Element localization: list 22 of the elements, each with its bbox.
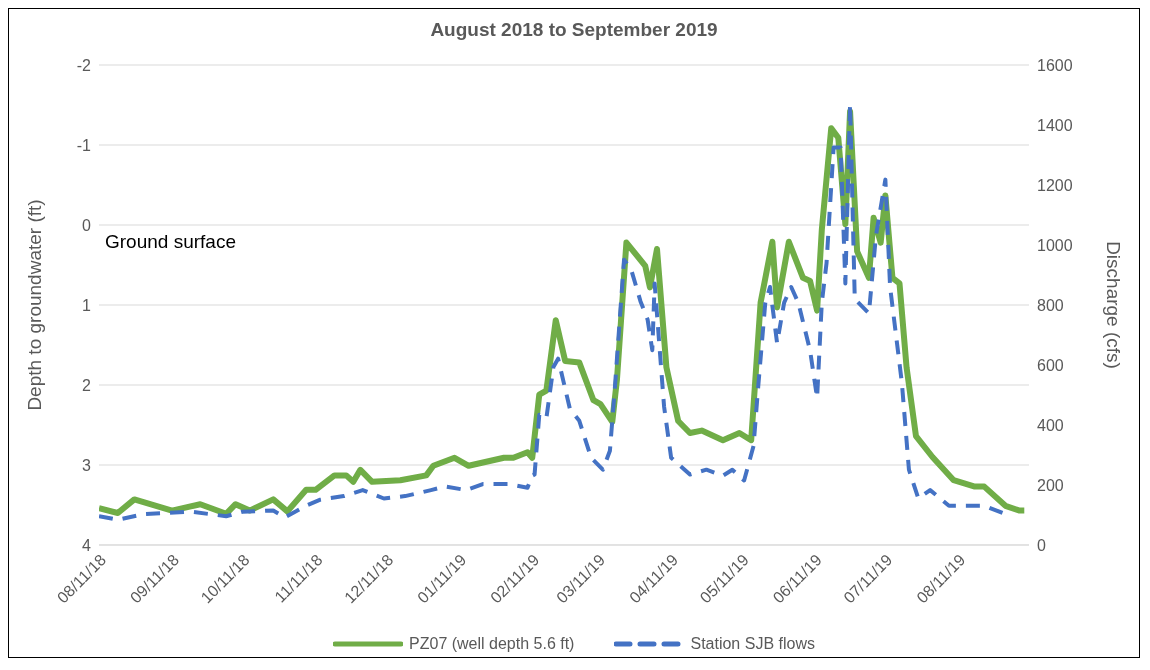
y-tick-label: 3	[82, 456, 92, 474]
legend-label: PZ07 (well depth 5.6 ft)	[409, 635, 575, 653]
y-tick-label: 2	[82, 376, 92, 394]
y2-tick-label: 400	[1037, 416, 1064, 434]
y2-tick-label: 200	[1037, 476, 1064, 494]
chart-title: August 2018 to September 2019	[429, 19, 719, 42]
y-tick-label: 4	[82, 536, 92, 554]
y2-tick-label: 1200	[1037, 176, 1073, 194]
y2-tick-label: 1000	[1037, 236, 1073, 254]
y-tick-label: -1	[76, 136, 92, 154]
y2-axis-title: Discharge (cfs)	[1103, 241, 1125, 369]
annotation: Ground surface	[105, 231, 236, 253]
y-tick-label: -2	[76, 56, 92, 74]
legend-label: Station SJB flows	[690, 635, 815, 653]
y2-tick-label: 0	[1037, 536, 1046, 554]
y-axis-title: Depth to groundwater (ft)	[23, 199, 45, 411]
y-tick-label: 0	[82, 216, 92, 234]
y-tick-label: 1	[82, 296, 92, 314]
y2-tick-label: 800	[1037, 296, 1064, 314]
y2-tick-label: 600	[1037, 356, 1064, 374]
y2-tick-label: 1400	[1037, 116, 1073, 134]
y2-tick-label: 1600	[1037, 56, 1073, 74]
